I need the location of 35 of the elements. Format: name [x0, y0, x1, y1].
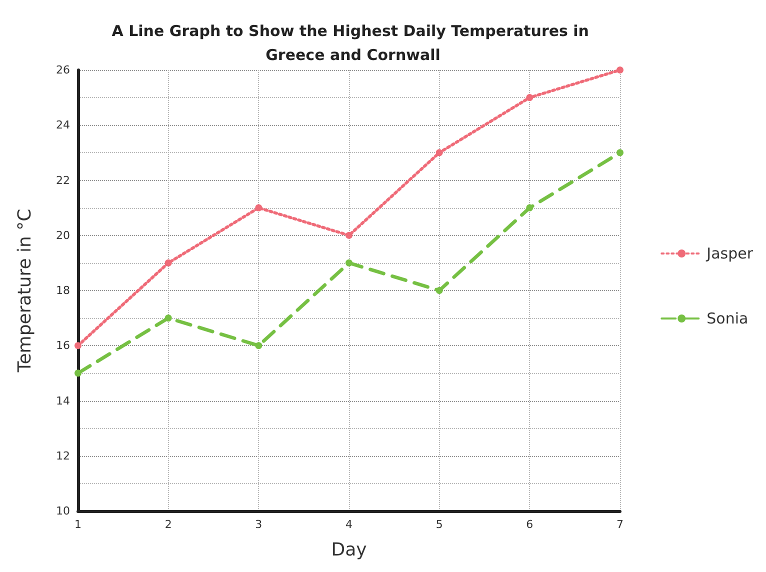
y-tick-label: 26: [56, 64, 70, 76]
point: [616, 149, 624, 156]
x-tick-label: 5: [436, 518, 443, 531]
chart-title: A Line Graph to Show the Highest Daily Temperatures in Greece and Cornwall: [112, 22, 594, 64]
point: [526, 94, 534, 102]
point: [255, 342, 262, 350]
point: [74, 342, 82, 350]
point: [164, 314, 172, 322]
x-tick-label: 4: [346, 518, 352, 531]
point: [255, 204, 262, 212]
point: [436, 287, 443, 294]
y-axis-title: Temperature in °C: [14, 208, 36, 374]
point: [164, 259, 172, 266]
point: [526, 204, 534, 212]
x-tick-label: 1: [74, 518, 82, 531]
x-tick-label: 6: [526, 518, 534, 531]
y-tick-label: 18: [56, 284, 70, 297]
legend-label: Sonia: [706, 310, 748, 328]
legend-label: Jasper: [706, 244, 754, 262]
x-axis-title: Day: [331, 540, 368, 560]
x-tick-label: 7: [616, 518, 624, 531]
y-tick-label: 22: [56, 174, 70, 187]
point: [346, 232, 352, 239]
point: [346, 259, 352, 266]
y-tick-label: 10: [56, 504, 70, 518]
point: [74, 370, 82, 377]
y-tick-label: 14: [56, 394, 70, 408]
x-tick-label: 2: [164, 518, 172, 531]
point: [436, 149, 443, 156]
y-tick-label: 12: [56, 449, 70, 462]
x-tick-label: 3: [255, 518, 262, 531]
y-tick-label: 20: [56, 228, 70, 242]
point: [616, 66, 624, 74]
y-tick-label: 16: [56, 339, 70, 352]
y-tick-label: 24: [56, 118, 70, 132]
